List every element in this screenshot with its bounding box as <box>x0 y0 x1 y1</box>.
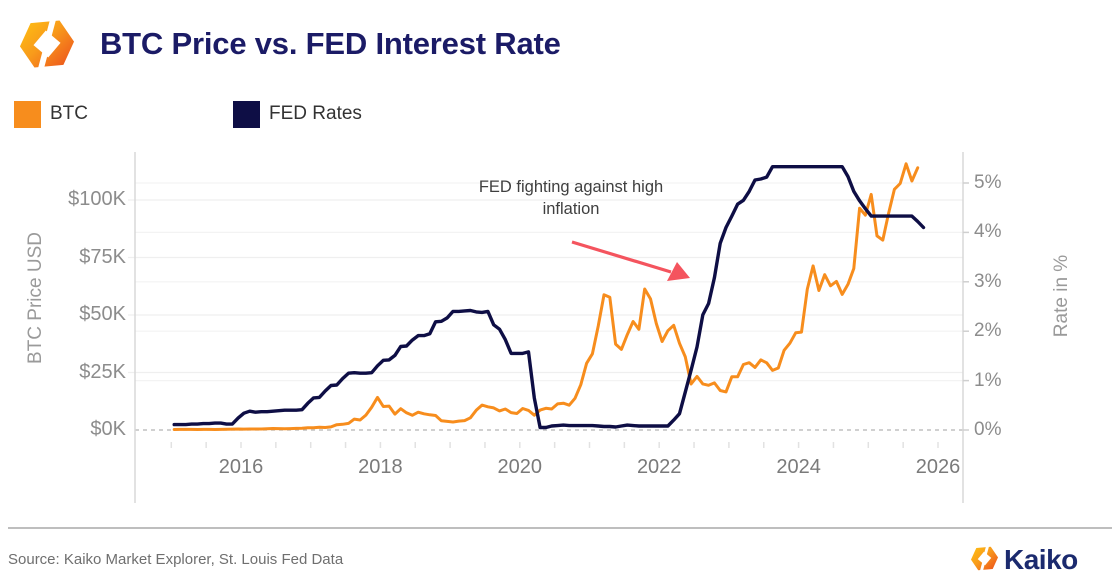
y-axis-title-right: Rate in % <box>1051 254 1072 338</box>
kaiko-wordmark: Kaiko <box>1004 544 1078 575</box>
fed-rates-swatch-icon <box>233 100 260 128</box>
legend-item-btc: BTC <box>14 100 88 128</box>
footer-divider <box>8 527 1112 529</box>
legend-label-btc: BTC <box>50 103 88 124</box>
chart-annotation: FED fighting against high inflation <box>430 176 712 221</box>
series-line-btc <box>172 162 920 431</box>
btc-swatch-icon <box>14 100 41 128</box>
legend-label-fed-rates: FED Rates <box>269 103 362 124</box>
kaiko-footer-logo-icon <box>969 543 1000 574</box>
annotation-arrow-head-icon <box>667 262 690 281</box>
annotation-line1: FED fighting against high <box>478 178 664 196</box>
legend-item-fed-rates: FED Rates <box>233 100 362 128</box>
y-axis-title-left: BTC Price USD <box>25 232 46 364</box>
annotation-arrow-shaft <box>571 240 672 274</box>
chart-legend: BTC FED Rates <box>14 100 514 130</box>
series-line-fed-rates <box>172 164 926 430</box>
annotation-line2: inflation <box>542 200 600 219</box>
page-title: BTC Price vs. FED Interest Rate <box>100 26 561 61</box>
source-caption: Source: Kaiko Market Explorer, St. Louis… <box>8 551 344 568</box>
